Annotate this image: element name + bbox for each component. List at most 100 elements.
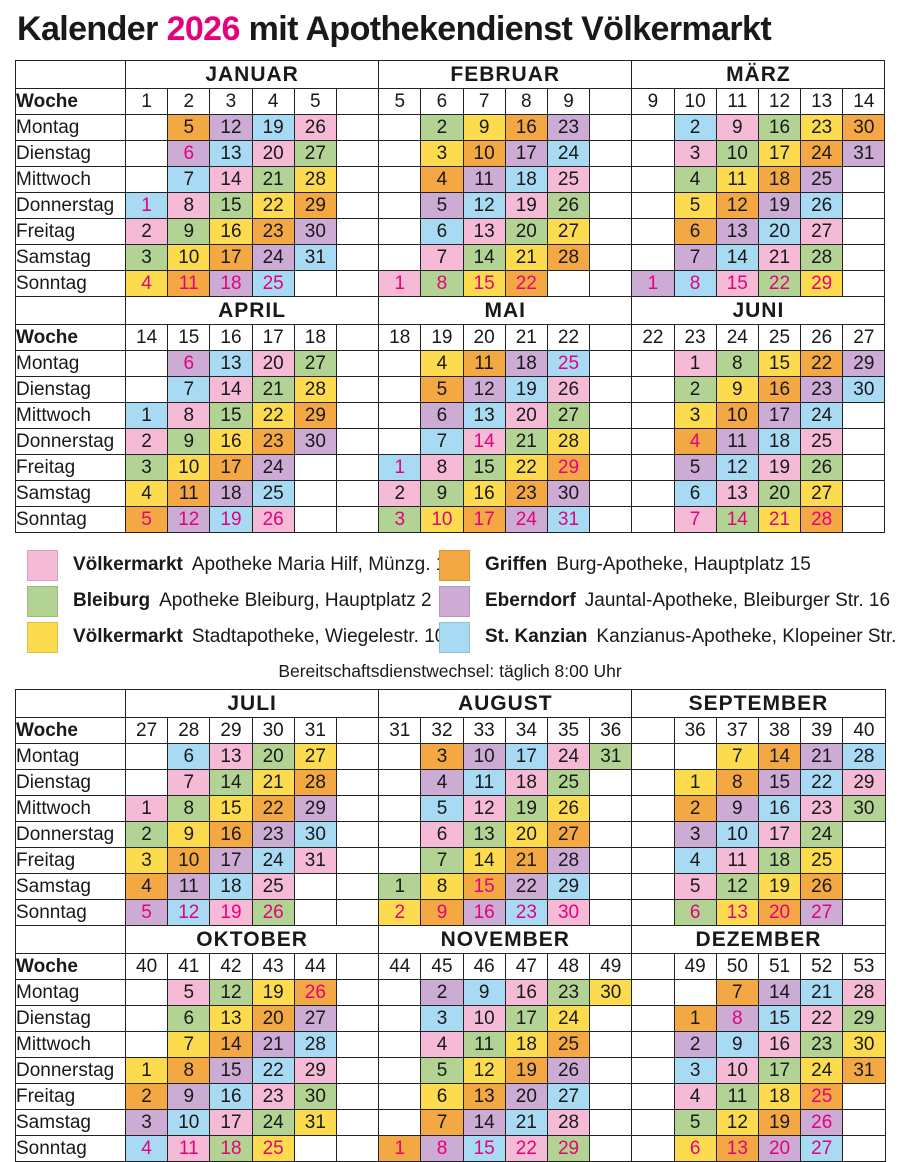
week-number: 9 <box>631 88 675 115</box>
day-cell: 6 <box>420 821 464 848</box>
week-number: 27 <box>124 717 169 744</box>
day-cell: 5 <box>124 506 169 533</box>
yellow-swatch <box>27 621 58 653</box>
day-cell: 15 <box>757 350 802 377</box>
empty-cell <box>589 376 633 403</box>
week-number: 22 <box>631 324 675 351</box>
day-cell: 20 <box>251 1005 295 1032</box>
day-cell: 27 <box>800 1135 844 1162</box>
week-number-row: Woche 1 2 3 4 5 5 6 7 8 9 9 10 11 12 13 14 <box>15 88 886 115</box>
empty-cell <box>335 847 380 874</box>
week-number: 36 <box>673 717 717 744</box>
day-cell: 1 <box>378 873 422 900</box>
day-cell: 11 <box>462 166 506 193</box>
day-cell: 4 <box>124 480 169 507</box>
title-prefix: Kalender <box>17 10 158 48</box>
day-cell: 5 <box>420 376 464 403</box>
title-suffix: mit Apothekendienst Völkermarkt <box>248 10 772 48</box>
day-cell: 15 <box>462 454 506 481</box>
day-cell: 10 <box>167 244 211 271</box>
empty-cell <box>631 743 675 770</box>
empty-cell <box>335 873 380 900</box>
empty-cell <box>378 821 422 848</box>
week-number: 16 <box>209 324 253 351</box>
day-cell: 6 <box>167 140 211 167</box>
day-cell: 16 <box>209 218 253 245</box>
empty-cell <box>631 717 675 744</box>
day-cell: 14 <box>209 376 253 403</box>
week-number: 39 <box>800 717 844 744</box>
day-row-label: Freitag <box>15 218 126 245</box>
day-cell: 24 <box>546 743 591 770</box>
day-cell: 25 <box>800 166 844 193</box>
day-cell: 22 <box>800 1005 844 1032</box>
day-cell: 4 <box>673 1083 717 1110</box>
week-number: 4 <box>251 88 295 115</box>
day-cell: 3 <box>378 506 422 533</box>
day-cell: 26 <box>251 899 295 926</box>
day-cell: 21 <box>800 979 844 1006</box>
day-cell: 14 <box>462 847 506 874</box>
empty-cell <box>378 218 422 245</box>
day-cell: 26 <box>293 114 337 141</box>
day-cell: 4 <box>673 847 717 874</box>
day-cell: 18 <box>209 270 253 297</box>
empty-cell <box>589 1031 633 1058</box>
day-cell: 4 <box>124 1135 169 1162</box>
empty-cell <box>589 1057 633 1084</box>
day-cell: 24 <box>800 821 844 848</box>
day-cell: 12 <box>167 506 211 533</box>
day-cell: 21 <box>251 166 295 193</box>
empty-cell <box>124 1031 169 1058</box>
day-cell: 20 <box>251 140 295 167</box>
week-number: 42 <box>209 953 253 980</box>
day-cell: 11 <box>715 166 759 193</box>
empty-cell <box>124 979 169 1006</box>
month-header-row: APRIL MAI JUNI <box>15 296 886 325</box>
corner-cell <box>15 60 126 89</box>
day-cell: 19 <box>757 873 802 900</box>
day-cell: 19 <box>757 192 802 219</box>
week-row-label: Woche <box>15 324 126 351</box>
empty-cell <box>293 899 337 926</box>
day-cell: 17 <box>757 402 802 429</box>
legend-item: Völkermarkt Apotheke Maria Hilf, Münzg. 1 <box>27 549 446 581</box>
day-cell: 17 <box>504 1005 548 1032</box>
empty-cell <box>335 114 380 141</box>
empty-cell <box>378 244 422 271</box>
week-number: 8 <box>504 88 548 115</box>
day-cell: 4 <box>420 350 464 377</box>
day-cell: 12 <box>209 979 253 1006</box>
empty-cell <box>631 506 675 533</box>
day-cell: 13 <box>209 743 253 770</box>
week-number: 50 <box>715 953 759 980</box>
day-cell: 12 <box>715 873 759 900</box>
day-row: Dienstag 7 14 21 28 4 11 18 25 1 8 15 22 29 <box>15 769 886 796</box>
day-cell: 31 <box>842 140 886 167</box>
empty-cell <box>589 899 633 926</box>
empty-cell <box>378 1083 422 1110</box>
day-cell: 12 <box>167 899 211 926</box>
empty-cell <box>631 376 675 403</box>
empty-cell <box>842 166 886 193</box>
empty-cell <box>378 350 422 377</box>
week-number: 49 <box>589 953 633 980</box>
day-cell: 17 <box>504 140 548 167</box>
empty-cell <box>335 324 380 351</box>
day-cell: 27 <box>800 218 844 245</box>
day-cell: 9 <box>167 821 211 848</box>
day-cell: 2 <box>124 218 169 245</box>
day-cell: 10 <box>715 402 759 429</box>
day-cell: 20 <box>757 218 802 245</box>
day-cell: 31 <box>589 743 633 770</box>
empty-cell <box>335 821 380 848</box>
day-cell: 9 <box>167 218 211 245</box>
day-cell: 16 <box>504 114 548 141</box>
day-cell: 19 <box>757 1109 802 1136</box>
empty-cell <box>842 480 886 507</box>
day-cell: 29 <box>842 1005 886 1032</box>
empty-cell <box>335 350 380 377</box>
empty-cell <box>589 166 633 193</box>
legend-item: Bleiburg Apotheke Bleiburg, Hauptplatz 2 <box>27 585 439 617</box>
day-cell: 28 <box>293 376 337 403</box>
